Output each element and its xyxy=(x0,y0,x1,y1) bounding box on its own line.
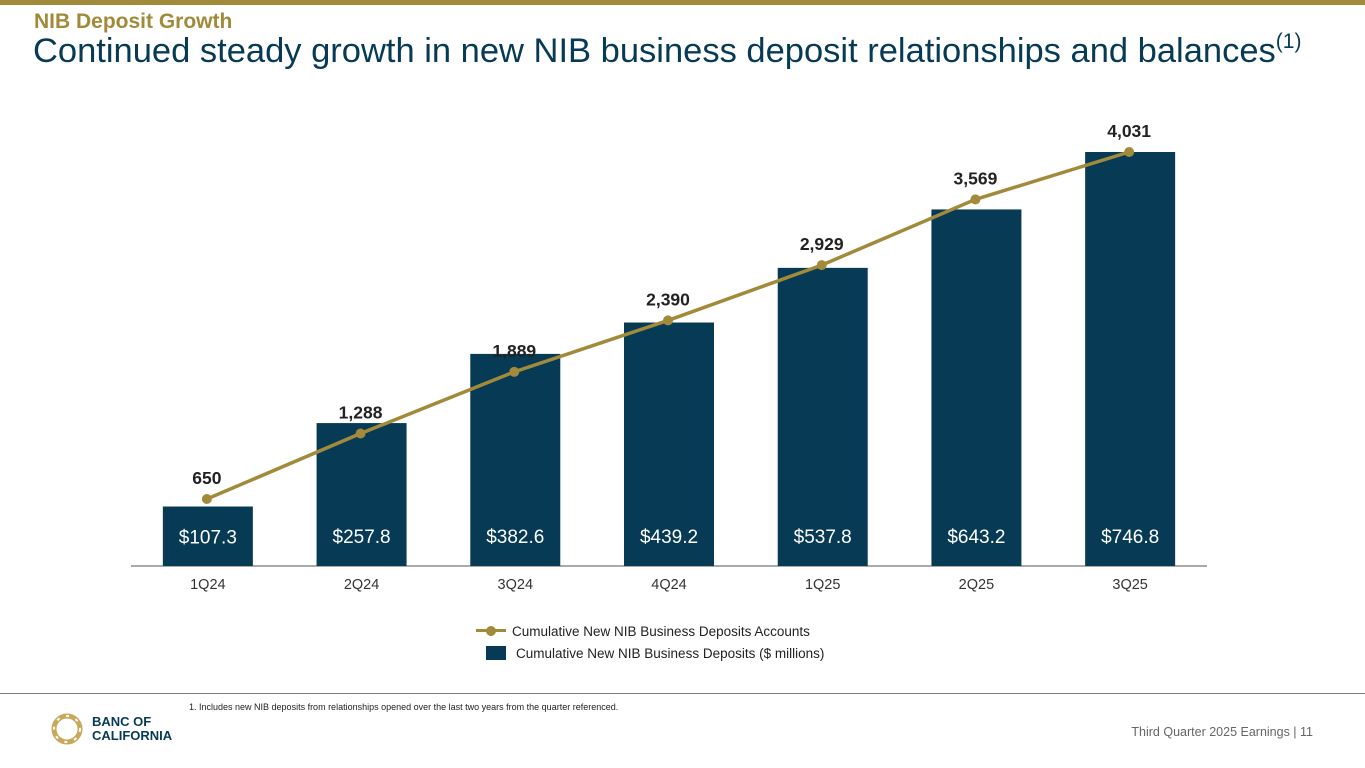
legend-label-deposits: Cumulative New NIB Business Deposits ($ … xyxy=(516,645,825,661)
legend-item-accounts: Cumulative New NIB Business Deposits Acc… xyxy=(476,620,824,642)
footer-divider xyxy=(0,693,1365,694)
x-tick-label: 4Q24 xyxy=(651,577,686,593)
bar-value-label: $257.8 xyxy=(333,527,391,548)
accounts-point xyxy=(970,194,981,205)
legend-bar-swatch-icon xyxy=(486,646,506,660)
accounts-value-label: 4,031 xyxy=(1107,121,1151,141)
accounts-point xyxy=(816,260,827,271)
section-kicker: NIB Deposit Growth xyxy=(34,10,233,33)
x-tick-label: 2Q24 xyxy=(344,577,379,593)
bar-value-label: $382.6 xyxy=(486,527,544,548)
deposit-growth-chart: $107.3 1Q24 $257.8 2Q24 $382.6 3Q24 $439.2 4Q24… xyxy=(131,121,1207,593)
page-title-text: Continued steady growth in new NIB busin… xyxy=(33,32,1276,70)
accounts-point xyxy=(663,315,673,326)
accounts-value-label: 2,390 xyxy=(646,289,690,309)
bar-value-label: $643.2 xyxy=(947,527,1005,548)
logo-text: BANC OF CALIFORNIA xyxy=(92,714,173,743)
legend-line-marker-icon xyxy=(476,623,506,639)
accounts-point xyxy=(1124,147,1135,157)
footnote: 1. Includes new NIB deposits from relati… xyxy=(189,702,619,712)
top-accent-rule xyxy=(0,0,1365,5)
accounts-value-label: 2,929 xyxy=(800,234,844,254)
accounts-point xyxy=(201,494,212,504)
accounts-point xyxy=(355,428,366,439)
bar-value-label: $107.3 xyxy=(179,527,237,548)
banc-of-california-ring-logo-icon xyxy=(51,713,83,745)
accounts-value-label: 650 xyxy=(192,468,221,488)
accounts-value-label: 1,288 xyxy=(339,403,383,423)
bar-1Q25 xyxy=(777,267,868,566)
accounts-value-label: 3,569 xyxy=(954,168,998,188)
company-logo: BANC OF CALIFORNIA xyxy=(50,712,172,746)
bar-1Q24 xyxy=(162,506,253,566)
accounts-point xyxy=(509,366,520,377)
bar-3Q24 xyxy=(470,353,561,566)
page-title: Continued steady growth in new NIB busin… xyxy=(33,30,1301,71)
bar-4Q24 xyxy=(624,322,714,566)
chart-legend: Cumulative New NIB Business Deposits Acc… xyxy=(476,620,824,664)
accounts-value-label: 1,889 xyxy=(492,341,536,361)
footer-page-info: Third Quarter 2025 Earnings | 11 xyxy=(1131,725,1313,739)
bar-2Q25 xyxy=(931,209,1022,566)
legend-item-deposits: Cumulative New NIB Business Deposits ($ … xyxy=(476,642,824,664)
x-tick-label: 2Q25 xyxy=(959,577,994,593)
x-tick-label: 3Q24 xyxy=(498,577,533,593)
title-footnote-ref: (1) xyxy=(1275,30,1302,53)
bar-value-label: $537.8 xyxy=(794,527,852,548)
x-tick-label: 1Q25 xyxy=(805,577,840,593)
bar-3Q25 xyxy=(1085,152,1176,566)
legend-label-accounts: Cumulative New NIB Business Deposits Acc… xyxy=(512,623,810,639)
x-tick-label: 3Q25 xyxy=(1112,577,1147,593)
x-tick-label: 1Q24 xyxy=(190,577,225,593)
bar-value-label: $746.8 xyxy=(1101,527,1159,548)
bar-value-label: $439.2 xyxy=(640,527,698,548)
